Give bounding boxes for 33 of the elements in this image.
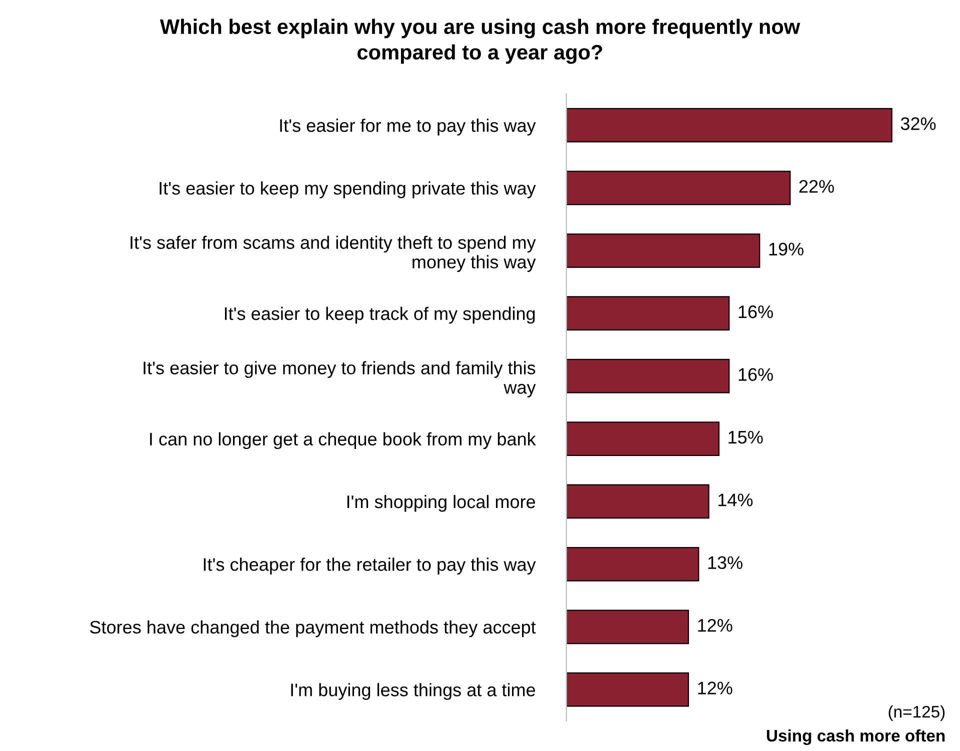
bar [566,422,720,456]
data-label: 12% [698,682,732,694]
y-tick-label: Stores have changed the payment methods they accept [90,620,536,638]
data-label: 15% [728,430,763,444]
annotation: (n=125) [888,705,945,721]
y-tick-label: I'm buying less things at a time [291,683,536,700]
bar [566,358,730,394]
bar [566,108,892,142]
data-label: 16% [738,305,773,318]
bar [566,547,700,582]
bar [566,484,710,519]
bar [566,672,689,707]
y-tick-label: I can no longer get a cheque book from my bank [150,432,536,450]
y-tick-label: It's safer from scams and identity theft to spend my money this way [130,236,536,272]
data-label: 12% [698,618,732,632]
bar [566,170,791,206]
data-label: 16% [738,368,773,381]
y-tick-label: It's easier for me to pay this way [280,118,536,136]
data-label: 22% [799,180,834,193]
chart-title: Which best explain why you are using cash more frequently now compared to a year ago? [160,18,800,64]
y-tick-label: It's easier to keep my spending private this way [160,181,536,198]
y-tick-label: It's easier to give money to friends and family this way [144,361,536,398]
data-label: 19% [769,242,804,256]
bar [566,610,689,644]
data-label: 14% [718,494,753,506]
y-tick-label: I'm shopping local more [347,494,536,512]
bar [566,296,730,331]
y-tick-label: It's easier to keep track of my spending [224,306,535,324]
bar [566,233,760,268]
data-label: 32% [900,117,936,130]
y-tick-label: It's cheaper for the retailer to pay this way [204,558,536,574]
data-label: 13% [708,556,742,570]
x-axis-title: Using cash more often [766,729,945,745]
